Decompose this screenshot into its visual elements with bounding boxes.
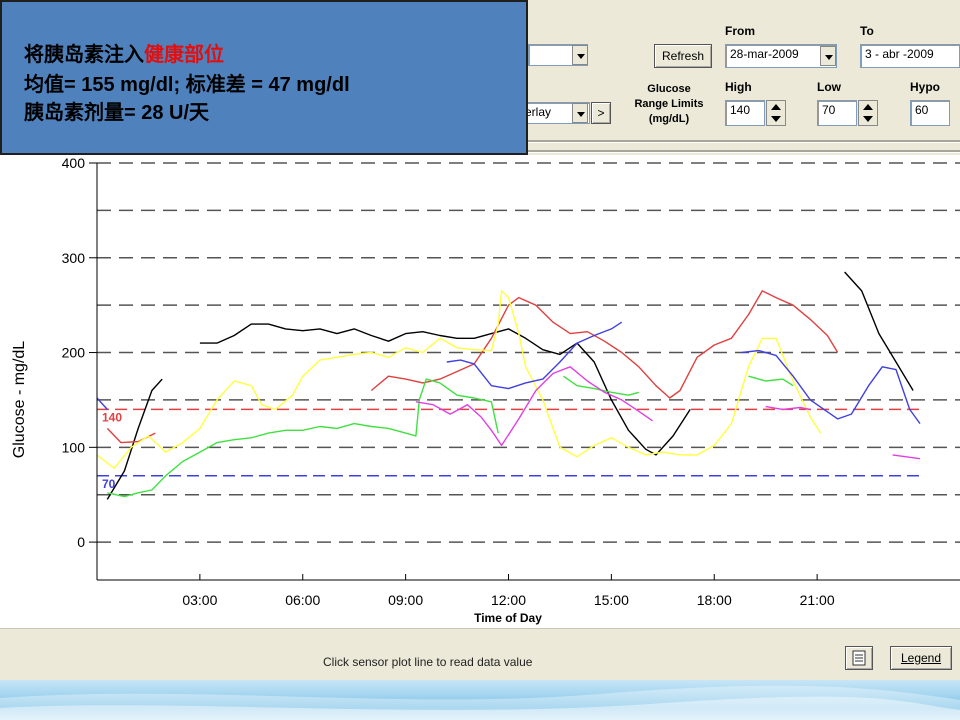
y-axis-title: Glucose - mg/dL	[11, 341, 28, 458]
low-value: 70	[822, 103, 836, 117]
y-tick-label: 0	[77, 534, 85, 550]
low-spinner[interactable]	[858, 100, 878, 126]
decorative-wave-band	[0, 680, 960, 720]
glucose-range-title-line1: Glucose	[647, 83, 691, 95]
sensor-series-line[interactable]	[199, 323, 691, 456]
from-date-value: 28-mar-2009	[730, 47, 799, 61]
y-tick-label: 200	[62, 345, 86, 361]
to-date-value: 3 - abr -2009	[865, 47, 934, 61]
sensor-series-line[interactable]	[96, 397, 108, 410]
high-spinner[interactable]	[766, 100, 786, 126]
sensor-series-line[interactable]	[107, 378, 499, 498]
low-label: Low	[817, 80, 841, 94]
sensor-series-line[interactable]	[106, 378, 163, 500]
y-tick-label: 400	[62, 155, 86, 171]
spin-down-icon[interactable]	[771, 116, 781, 122]
x-axis-title: Time of Day	[474, 611, 542, 625]
y-tick-label: 300	[62, 250, 86, 266]
x-tick-label: 18:00	[697, 592, 732, 608]
x-tick-label: 06:00	[285, 592, 320, 608]
sensor-series-line[interactable]	[892, 454, 921, 460]
limit-line-label: 140	[102, 410, 122, 424]
refresh-button[interactable]: Refresh	[654, 44, 712, 68]
annotation-line-1-prefix: 将胰岛素注入	[24, 44, 144, 66]
overlay-select-value: erlay	[525, 105, 552, 119]
to-date-field[interactable]: 3 - abr -2009	[860, 44, 960, 68]
sensor-series-line[interactable]	[370, 290, 839, 399]
glucose-range-title-line3: (mg/dL)	[648, 113, 690, 125]
sensor-series-line[interactable]	[844, 271, 914, 391]
glucose-plot-area[interactable]: 0 100 200 300 400 03:00 06:00 09:00 12:00 15:00 18…	[0, 155, 960, 628]
spin-up-icon[interactable]	[863, 104, 873, 110]
status-bar: Click sensor plot line to read data valu…	[0, 628, 960, 681]
low-field[interactable]: 70	[817, 100, 857, 126]
glucose-range-title: Glucose Range Limits (mg/dL)	[616, 82, 722, 127]
high-field[interactable]: 140	[725, 100, 765, 126]
x-tick-label: 03:00	[182, 592, 217, 608]
x-tick-label: 09:00	[388, 592, 423, 608]
limit-line-label: 70	[102, 477, 116, 491]
sensor-series-line[interactable]	[446, 321, 623, 390]
legend-button[interactable]: Legend	[890, 646, 952, 670]
overlay-select-dropdown-icon[interactable]	[572, 103, 588, 123]
sensor-series-line[interactable]	[563, 375, 639, 396]
toolbar-separator	[528, 150, 960, 153]
from-date-field[interactable]: 28-mar-2009	[725, 44, 837, 68]
high-label: High	[725, 80, 752, 94]
y-tick-label: 100	[62, 439, 86, 455]
annotation-line-2: 均值= 155 mg/dl; 标准差 = 47 mg/dl	[24, 74, 350, 96]
glucose-range-title-line2: Range Limits	[634, 98, 704, 110]
sensor-series-line[interactable]	[765, 405, 811, 411]
view-select-dropdown-icon[interactable]	[572, 45, 588, 65]
x-tick-label: 21:00	[800, 592, 835, 608]
toolbar-separator	[528, 140, 960, 143]
print-button[interactable]	[845, 646, 873, 670]
sensor-series-line[interactable]	[96, 290, 822, 469]
x-tick-label: 15:00	[594, 592, 629, 608]
spin-down-icon[interactable]	[863, 116, 873, 122]
annotation-line-3: 胰岛素剂量= 28 U/天	[24, 102, 210, 124]
document-icon	[852, 650, 866, 666]
annotation-box: 将胰岛素注入健康部位 均值= 155 mg/dl; 标准差 = 47 mg/dl…	[0, 0, 528, 155]
x-tick-label: 12:00	[491, 592, 526, 608]
glucose-chart[interactable]: 0 100 200 300 400 03:00 06:00 09:00 12:00 15:00 18…	[0, 155, 960, 628]
wave-decoration	[0, 685, 960, 720]
from-date-dropdown-icon[interactable]	[820, 46, 836, 66]
to-label: To	[860, 24, 874, 38]
next-button[interactable]: >	[591, 102, 611, 124]
annotation-line-1: 将胰岛素注入健康部位	[24, 38, 224, 67]
hypo-value: 60	[915, 103, 929, 117]
from-label: From	[725, 24, 755, 38]
high-value: 140	[730, 103, 751, 117]
status-message: Click sensor plot line to read data valu…	[323, 655, 533, 669]
sensor-series-line[interactable]	[741, 349, 921, 425]
sensor-series-line[interactable]	[415, 366, 653, 447]
annotation-line-1-highlight: 健康部位	[144, 44, 224, 66]
spin-up-icon[interactable]	[771, 104, 781, 110]
sensor-series-line[interactable]	[748, 375, 794, 387]
hypo-label: Hypo	[910, 80, 940, 94]
hypo-field[interactable]: 60	[910, 100, 950, 126]
